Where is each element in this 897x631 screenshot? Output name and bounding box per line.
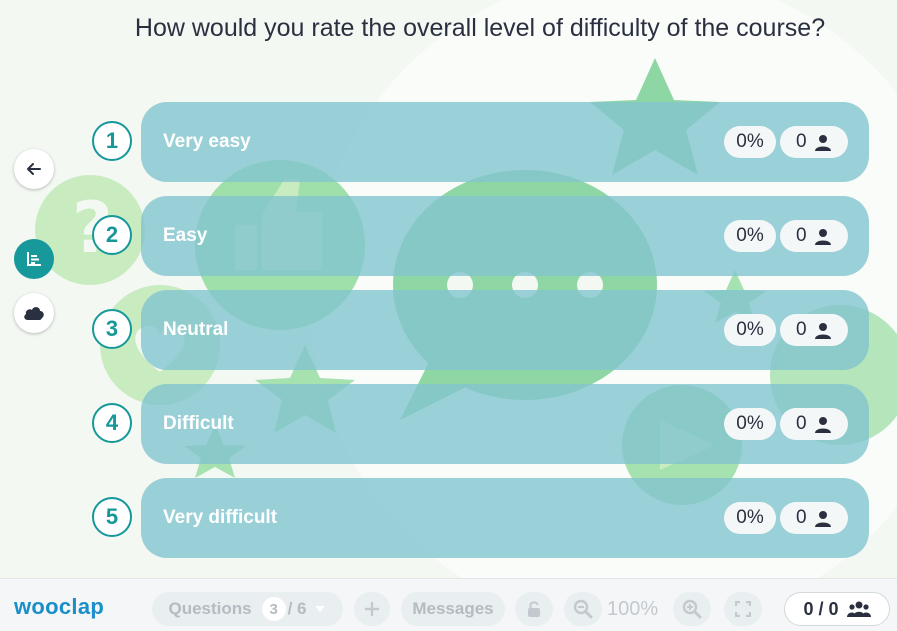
option-count-value: 0 [796, 507, 807, 528]
person-icon [814, 228, 831, 245]
person-icon [814, 416, 831, 433]
messages-button[interactable]: Messages [401, 592, 505, 626]
bottom-toolbar: wooclap Questions 3 / 6 Messages 100% 0 … [0, 578, 897, 631]
option-row-5[interactable]: Very difficult 0% 0 [141, 478, 869, 558]
option-label: Easy [163, 225, 208, 246]
add-question-button[interactable] [354, 592, 390, 626]
option-count-value: 0 [796, 319, 807, 340]
wordcloud-view-button[interactable] [14, 293, 54, 333]
option-row-4[interactable]: Difficult 0% 0 [141, 384, 869, 464]
zoom-out-icon [573, 599, 593, 619]
person-icon [814, 134, 831, 151]
option-number-2: 2 [92, 215, 132, 255]
option-count: 0 [780, 314, 848, 346]
option-count-value: 0 [796, 225, 807, 246]
participants-icon [846, 601, 871, 617]
questions-dropdown[interactable]: Questions 3 / 6 [152, 592, 343, 626]
participants-value: 0 / 0 [803, 598, 839, 619]
option-number-1: 1 [92, 121, 132, 161]
option-count: 0 [780, 126, 848, 158]
option-count: 0 [780, 220, 848, 252]
question-total: / 6 [287, 599, 307, 618]
back-button[interactable] [14, 149, 54, 189]
option-label: Very difficult [163, 507, 278, 528]
arrow-left-icon [27, 163, 41, 175]
option-number-4: 4 [92, 403, 132, 443]
zoom-out-button[interactable] [564, 592, 602, 626]
questions-label: Questions [168, 599, 252, 618]
lock-icon [528, 601, 540, 617]
wooclap-logo: wooclap [14, 594, 105, 619]
zoom-in-button[interactable] [673, 592, 711, 626]
person-icon [814, 322, 831, 339]
option-count-value: 0 [796, 413, 807, 434]
option-row-2[interactable]: Easy 0% 0 [141, 196, 869, 276]
option-row-3[interactable]: Neutral 0% 0 [141, 290, 869, 370]
cloud-icon [24, 307, 44, 320]
option-label: Difficult [163, 413, 234, 434]
option-percent: 0% [724, 314, 776, 346]
chevron-down-icon [314, 606, 325, 612]
fullscreen-button[interactable] [724, 592, 762, 626]
fullscreen-icon [735, 601, 751, 617]
option-count: 0 [780, 408, 848, 440]
question-title: How would you rate the overall level of … [134, 14, 826, 42]
question-current-badge: 3 [261, 597, 286, 621]
zoom-in-icon [682, 599, 702, 619]
option-label: Very easy [163, 131, 251, 152]
option-percent: 0% [724, 408, 776, 440]
bar-chart-icon [27, 252, 41, 266]
option-percent: 0% [724, 220, 776, 252]
option-label: Neutral [163, 319, 229, 340]
person-icon [814, 510, 831, 527]
option-count-value: 0 [796, 131, 807, 152]
option-percent: 0% [724, 126, 776, 158]
option-count: 0 [780, 502, 848, 534]
participants-counter[interactable]: 0 / 0 [784, 592, 890, 626]
results-view-button[interactable] [14, 239, 54, 279]
option-number-3: 3 [92, 309, 132, 349]
option-number-5: 5 [92, 497, 132, 537]
plus-icon [364, 601, 380, 617]
option-percent: 0% [724, 502, 776, 534]
zoom-level: 100% [607, 598, 659, 620]
lock-button[interactable] [515, 592, 553, 626]
option-row-1[interactable]: Very easy 0% 0 [141, 102, 869, 182]
